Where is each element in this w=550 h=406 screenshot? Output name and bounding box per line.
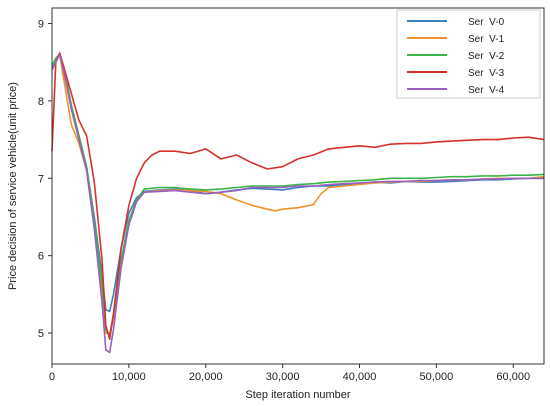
legend-label-3: Ser V-3 [468, 68, 505, 79]
x-tick-label: 40,000 [343, 371, 377, 383]
x-tick-label: 20,000 [189, 371, 223, 383]
legend-label-1: Ser V-1 [468, 34, 505, 45]
y-tick-label: 6 [38, 251, 44, 263]
y-tick-label: 8 [38, 96, 44, 108]
x-tick-label: 50,000 [420, 371, 454, 383]
x-tick-label: 10,000 [112, 371, 146, 383]
y-axis: 5 6 7 8 9 [38, 18, 52, 340]
x-tick-label: 30,000 [266, 371, 300, 383]
y-tick-label: 9 [38, 18, 44, 30]
y-tick-label: 5 [38, 328, 44, 340]
plot-frame [51, 7, 545, 365]
legend-label-4: Ser V-4 [468, 85, 505, 96]
series-line-2 [51, 53, 545, 336]
x-axis-label: Step iteration number [245, 389, 351, 401]
y-tick-label: 7 [38, 173, 44, 185]
series-line-4 [51, 53, 544, 354]
series-line-3 [51, 52, 545, 340]
x-tick-label: 0 [49, 371, 55, 383]
legend-label-2: Ser V-2 [468, 51, 505, 62]
x-tick-label: 60,000 [496, 371, 530, 383]
legend-label-0: Ser V-0 [468, 17, 505, 28]
legend: Ser V-0 Ser V-1 Ser V-2 Ser V-3 Ser V-4 [396, 9, 541, 99]
x-axis: 0 10,000 20,000 30,000 40,000 50,000 60,000 [49, 364, 530, 383]
y-axis-label: Price decision of service vehicle(unit p… [7, 82, 19, 290]
series-lines [51, 52, 545, 354]
